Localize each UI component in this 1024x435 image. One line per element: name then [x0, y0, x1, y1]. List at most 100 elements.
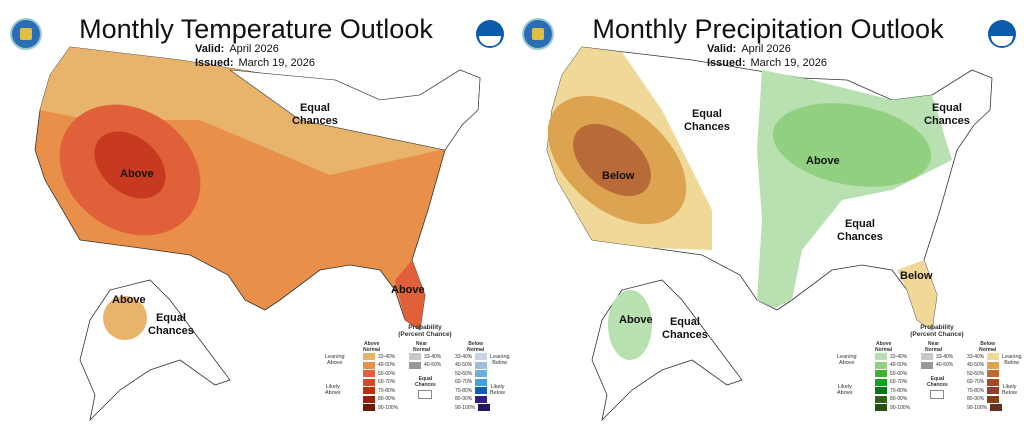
- legend-swatch: [987, 361, 1000, 369]
- legend-below-row: 90-100%: [455, 404, 491, 411]
- legend-below-row: 80-90%: [967, 395, 1000, 403]
- legend-below-row: 60-70%: [455, 378, 488, 386]
- region-label: Above: [120, 168, 154, 180]
- legend-swatch: [987, 378, 1000, 386]
- legend-swatch: [987, 370, 1000, 377]
- valid-date: Valid: April 2026: [195, 43, 279, 55]
- leaning-above-north: [40, 47, 440, 175]
- legend-near-header: Near Normal: [413, 341, 431, 353]
- region-label: Above: [806, 155, 840, 167]
- legend-swatch: [475, 361, 488, 369]
- legend-above-row: 90-100%: [363, 404, 398, 411]
- valid-date: Valid: April 2026: [707, 43, 791, 55]
- legend-above-row: 33-40%: [875, 353, 907, 360]
- legend-swatch: [363, 404, 375, 411]
- legend-title: Probability (Percent Chance): [910, 324, 964, 338]
- legend-swatch: [987, 387, 1000, 394]
- legend-swatch: [875, 361, 887, 369]
- legend-swatch: [921, 361, 933, 369]
- legend-below-row: 70-80%: [455, 387, 488, 394]
- legend-below-header: Below Normal: [979, 341, 997, 353]
- legend-above-row: 50-60%: [875, 370, 907, 377]
- map-title: Monthly Temperature Outlook: [79, 14, 433, 44]
- legend-swatch: [875, 395, 887, 403]
- below-50-60: [573, 123, 651, 197]
- legend-swatch: [875, 370, 887, 377]
- legend-title: Probability (Percent Chance): [398, 324, 452, 338]
- region-label: Equal Chances: [837, 218, 883, 243]
- legend-above-header: Above Normal: [875, 341, 893, 353]
- legend-swatch: [363, 387, 375, 394]
- legend-near-row: 40-50%: [921, 361, 953, 369]
- alaska: [79, 279, 231, 422]
- issued-date: Issued: March 19, 2026: [707, 57, 827, 69]
- legend-below-row: 33-40%: [967, 353, 1000, 360]
- legend-swatch: [363, 370, 375, 377]
- legend-swatch: [875, 353, 887, 360]
- region-label: Below: [602, 170, 635, 182]
- legend-swatch: [875, 378, 887, 386]
- legend-lean-above: Leaning Above: [325, 354, 345, 366]
- temperature-outlook-panel: Monthly Temperature Outlook Valid: April …: [10, 14, 510, 422]
- alaska-above: [103, 296, 147, 340]
- legend-swatch: [990, 404, 1003, 411]
- temperature-map: [34, 46, 481, 422]
- legend-swatch: [363, 361, 375, 369]
- legend-near-row: 33-40%: [921, 353, 953, 360]
- region-label: Equal Chances: [684, 108, 730, 133]
- doc-seal-logo: [522, 18, 554, 50]
- legend-below-row: 33-40%: [455, 353, 488, 360]
- legend-below-row: 40-50%: [967, 361, 1000, 369]
- legend-swatch: [875, 387, 887, 394]
- legend-lean-above: Leaning Above: [837, 354, 857, 366]
- legend-below-row: 90-100%: [967, 404, 1003, 411]
- legend-below-header: Below Normal: [467, 341, 485, 353]
- legend-swatch: [875, 404, 887, 411]
- issued-date: Issued: March 19, 2026: [195, 57, 315, 69]
- legend-above-row: 90-100%: [875, 404, 910, 411]
- region-label: Equal Chances: [924, 102, 970, 127]
- legend-swatch: [475, 395, 488, 403]
- legend-above-row: 80-90%: [875, 395, 907, 403]
- legend-swatch: [478, 404, 491, 411]
- legend-above-row: 50-60%: [363, 370, 395, 377]
- region-label: Above: [391, 284, 425, 296]
- legend-swatch: [921, 353, 933, 360]
- region-label: Below: [900, 270, 933, 282]
- legend-swatch: [475, 378, 488, 386]
- alaska-above: [608, 290, 652, 360]
- florida-likely-above: [395, 260, 425, 330]
- legend-likely-below: Likely Below: [490, 384, 505, 396]
- legend-near-row: 40-50%: [409, 361, 441, 369]
- legend-near-header: Near Normal: [925, 341, 943, 353]
- region-label: Above: [112, 294, 146, 306]
- legend-swatch: [475, 370, 488, 377]
- legend-lean-below: Leaning Below: [490, 354, 510, 366]
- legend-below-row: 50-60%: [967, 370, 1000, 377]
- legend-above-row: 70-80%: [363, 387, 395, 394]
- precipitation-map: [546, 46, 993, 422]
- legend-swatch: [363, 353, 375, 360]
- likely-above-60-70: [94, 131, 166, 199]
- legend-swatch: [363, 378, 375, 386]
- legend-above-row: 70-80%: [875, 387, 907, 394]
- legend-swatch: [475, 353, 488, 360]
- legend-above-row: 60-70%: [363, 378, 395, 386]
- equal-chances-ne: [228, 69, 481, 151]
- noaa-logo: [476, 20, 504, 48]
- legend-equal-chances: Equal Chances: [415, 376, 436, 401]
- region-label: Equal Chances: [292, 102, 338, 127]
- legend-equal-chances: Equal Chances: [927, 376, 948, 401]
- legend-above-header: Above Normal: [363, 341, 381, 353]
- legend-above-row: 80-90%: [363, 395, 395, 403]
- legend-lean-below: Leaning Below: [1002, 354, 1022, 366]
- legend-swatch: [987, 353, 1000, 360]
- legend-below-row: 40-50%: [455, 361, 488, 369]
- above-40-50: [772, 103, 932, 187]
- legend-swatch: [475, 387, 488, 394]
- se-below: [897, 260, 937, 330]
- legend-above-row: 40-50%: [363, 361, 395, 369]
- region-label: Above: [619, 314, 653, 326]
- region-label: Equal Chances: [662, 316, 708, 341]
- legend-swatch: [409, 353, 421, 360]
